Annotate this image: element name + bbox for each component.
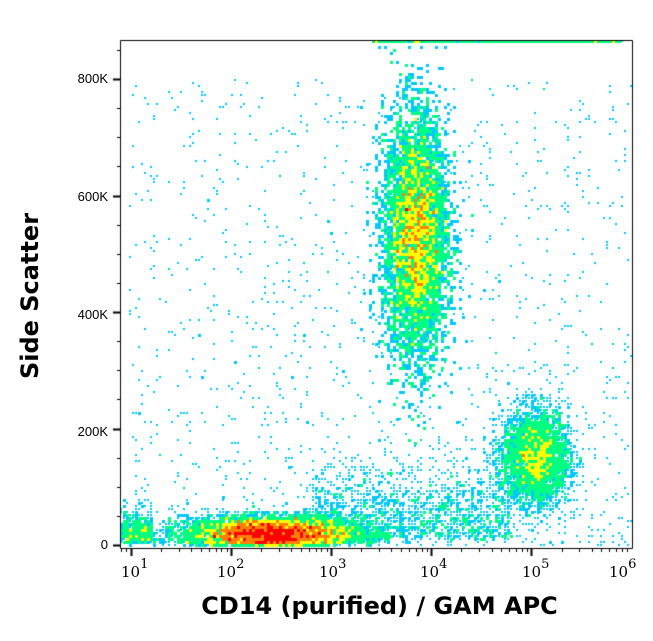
y-tick-label-600k: 600K bbox=[77, 189, 108, 204]
x-axis-title: CD14 (purified) / GAM APC bbox=[201, 592, 558, 620]
x-tick-label-10e2: 102 bbox=[217, 557, 245, 581]
y-tick-label-400k: 400K bbox=[77, 307, 108, 322]
y-axis-title: Side Scatter bbox=[16, 212, 44, 380]
x-tick-label-10e6: 106 bbox=[609, 557, 637, 581]
x-tick-label-10e3: 103 bbox=[319, 557, 347, 581]
x-tick-label-10e1: 101 bbox=[121, 557, 149, 581]
x-tick-label-10e4: 104 bbox=[420, 557, 448, 581]
y-tick-label-800k: 800K bbox=[77, 71, 108, 86]
x-tick-label-10e5: 105 bbox=[522, 557, 550, 581]
y-tick-label-0: 0 bbox=[100, 537, 108, 552]
y-tick-label-200k: 200K bbox=[77, 424, 108, 439]
